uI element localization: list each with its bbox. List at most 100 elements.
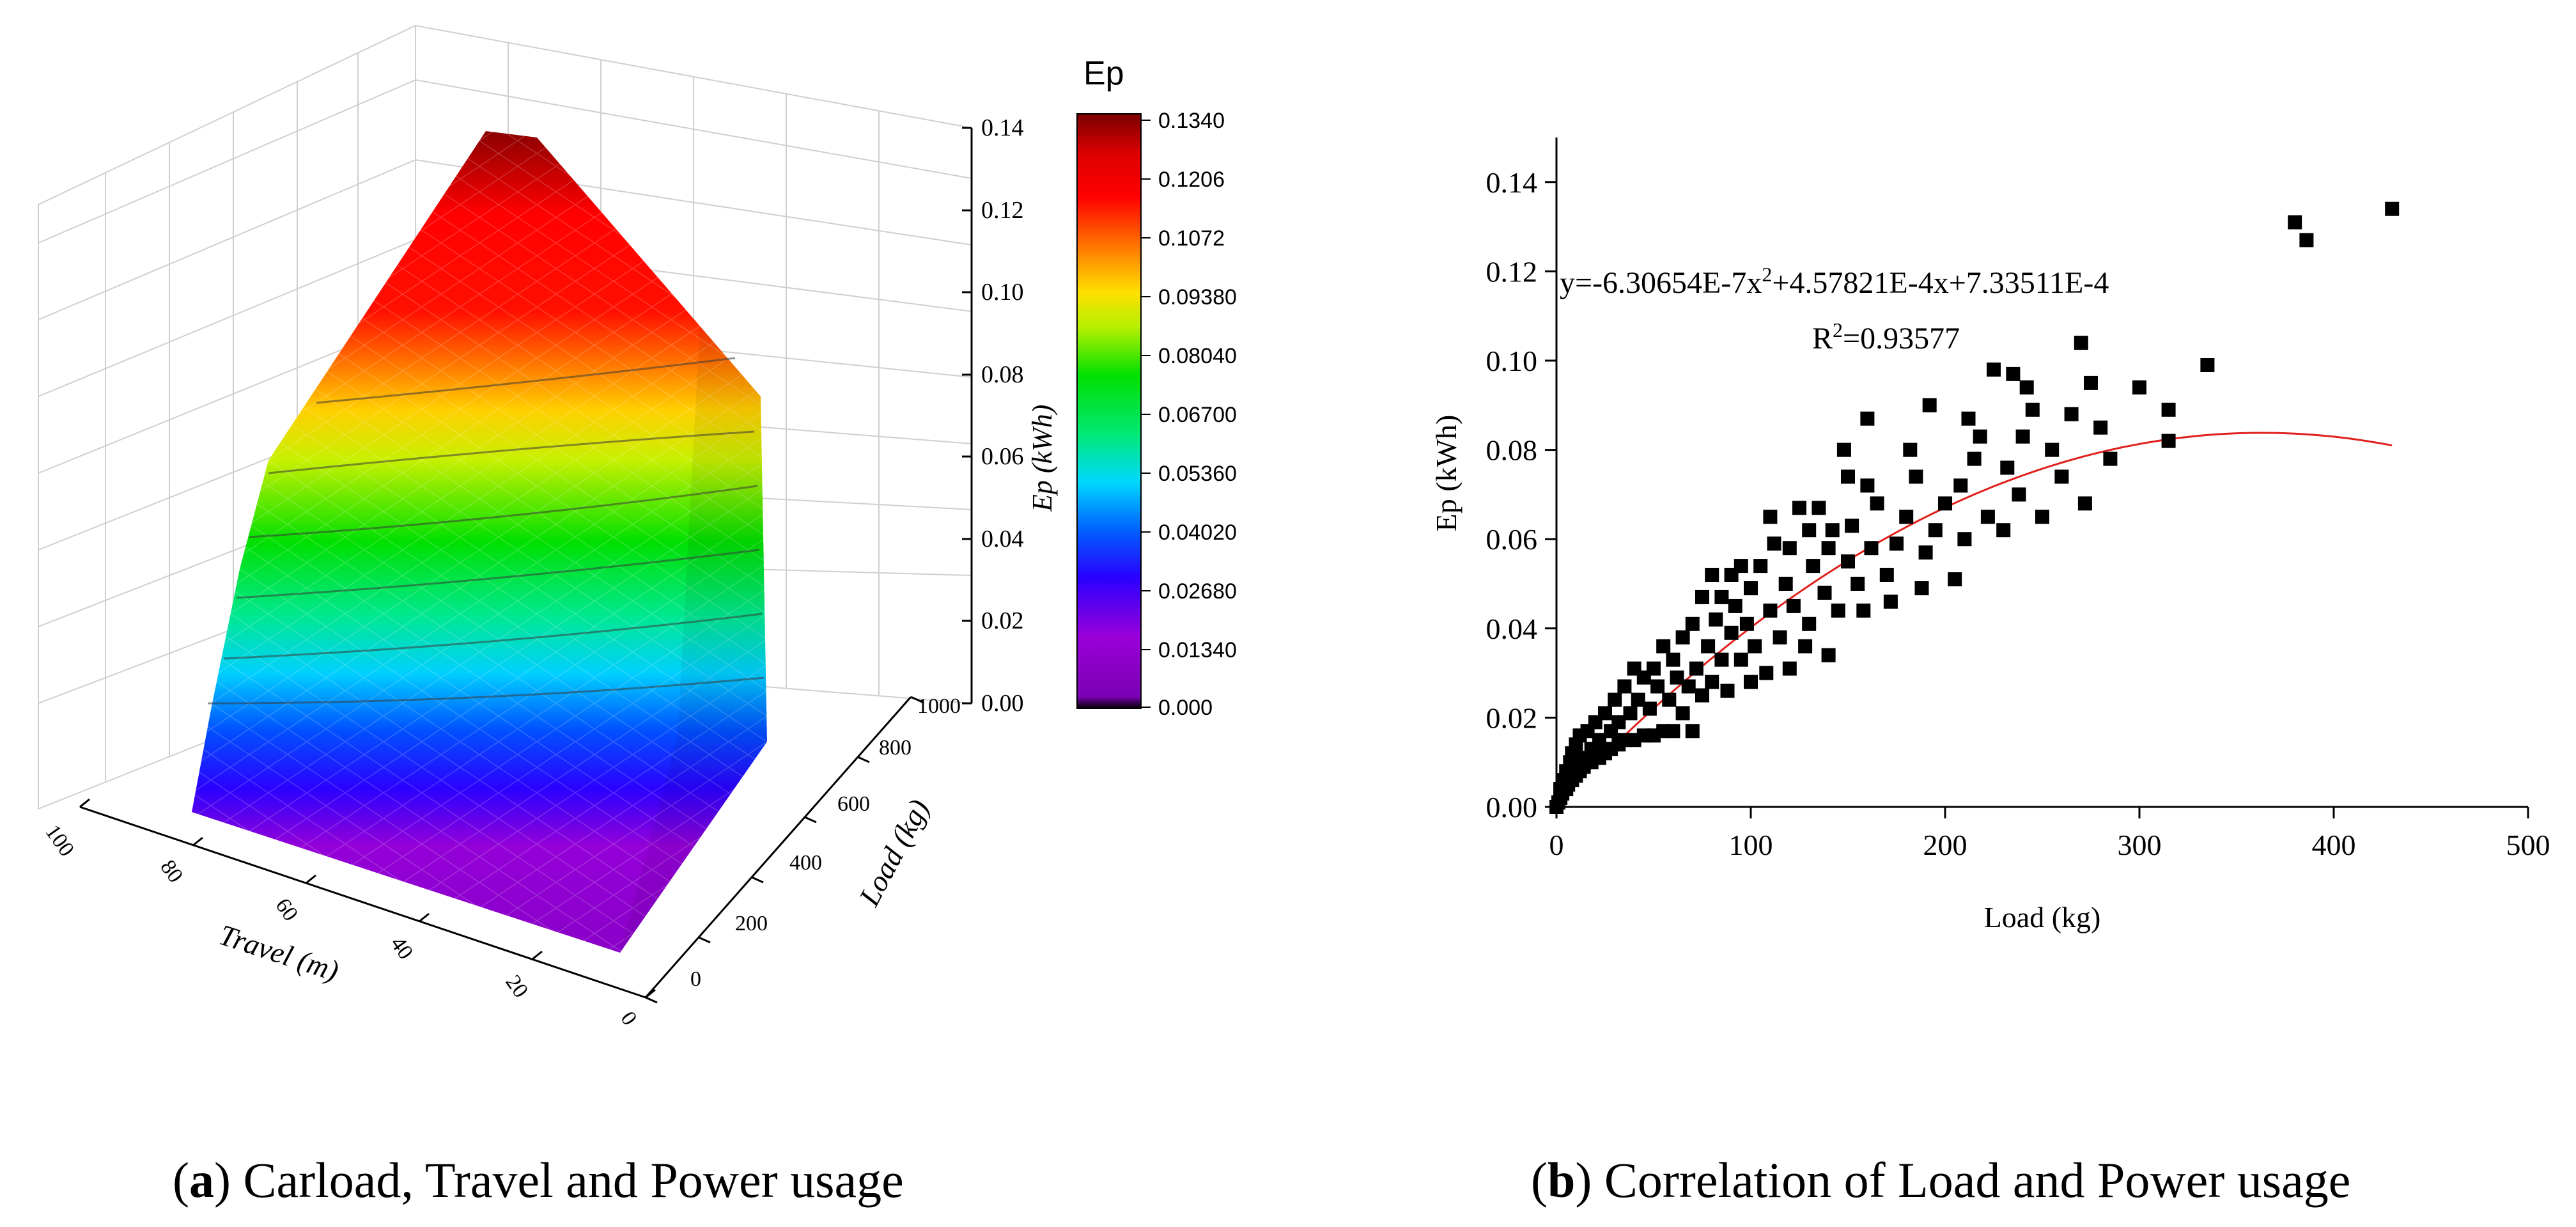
data-point: [2035, 510, 2049, 524]
data-point: [1845, 519, 1859, 533]
data-point: [1763, 603, 1778, 618]
load-tick-0: 0: [690, 967, 701, 991]
load-axis-ticks: [645, 696, 923, 1004]
data-point: [1650, 679, 1665, 694]
y-tick-label: 0.14: [1486, 166, 1538, 199]
data-point: [1689, 661, 1703, 676]
colorbar-tick: 0.1340: [1158, 109, 1225, 133]
x-tick-label: 100: [1729, 829, 1773, 861]
x-tick-label: 200: [1923, 829, 1967, 861]
data-point: [1806, 559, 1820, 574]
travel-tick-80: 80: [155, 856, 187, 887]
data-point: [2054, 469, 2069, 484]
panel-a-surface-plot: 100 80 60 40 20 0 Travel (m) 0 200 400 6…: [38, 24, 1237, 1030]
data-point: [1681, 679, 1696, 694]
data-point: [1720, 684, 1735, 698]
data-point: [2103, 451, 2118, 466]
y-tick-label: 0.00: [1486, 791, 1538, 824]
data-point: [1739, 616, 1754, 631]
travel-tick-40: 40: [385, 932, 417, 964]
data-point: [1856, 603, 1871, 618]
colorbar-tick: 0.1206: [1158, 168, 1225, 192]
data-point: [1685, 616, 1700, 631]
data-point: [1728, 598, 1742, 613]
ep-tick-0.08: 0.08: [981, 361, 1024, 388]
data-point: [1889, 536, 1904, 551]
3d-floor-axes: [79, 128, 973, 999]
data-point: [2006, 366, 2021, 381]
ep-tick-labels: 0.00 0.02 0.04 0.06 0.08 0.10 0.12 0.14: [981, 114, 1024, 717]
ep-axis-ticks: [962, 127, 972, 705]
data-point: [1980, 510, 1995, 524]
data-point: [1714, 652, 1729, 667]
x-tick-label: 400: [2312, 829, 2356, 861]
regression-equation: y=-6.30654E-7x2+4.57821E-4x+7.33511E-4: [1560, 263, 2109, 300]
travel-axis-label: Travel (m): [215, 918, 343, 987]
data-point: [1864, 541, 1879, 556]
data-point: [1860, 478, 1875, 493]
travel-tick-20: 20: [500, 971, 532, 1002]
data-point: [2077, 496, 2092, 511]
surface-shape: [192, 131, 767, 953]
ep-tick-0.14: 0.14: [981, 114, 1024, 141]
load-tick-800: 800: [879, 736, 912, 760]
colorbar-tick: 0.08040: [1158, 344, 1237, 368]
data-point: [1748, 639, 1762, 653]
x-tick-label: 300: [2118, 829, 2162, 861]
data-point: [1928, 523, 1943, 538]
data-point: [1695, 688, 1709, 703]
data-point: [1918, 545, 1933, 560]
data-point: [2288, 215, 2302, 230]
data-point: [1705, 568, 1719, 582]
y-tick-label: 0.02: [1486, 701, 1538, 734]
data-point: [1695, 590, 1709, 604]
colorbar-gradient: [1076, 113, 1142, 709]
data-point: [1623, 706, 1638, 721]
data-point: [1817, 586, 1832, 600]
fit-curve: [1555, 432, 2393, 804]
y-axis-label: Ep (kWh): [1430, 415, 1463, 532]
y-tick-label: 0.12: [1486, 255, 1538, 288]
data-point: [1608, 692, 1622, 707]
load-tick-1000: 1000: [917, 694, 961, 718]
data-point: [1825, 523, 1840, 538]
y-axis-ticks: 0.00 0.02 0.04 0.06 0.08 0.10 0.12 0.14: [1486, 166, 1556, 824]
data-point: [1592, 733, 1606, 747]
data-point: [1744, 581, 1758, 595]
data-point: [1792, 501, 1806, 515]
data-point: [1841, 469, 1855, 484]
captions: (a) Carload, Travel and Power usage (b) …: [173, 1152, 2350, 1208]
data-point: [1967, 451, 1982, 466]
colorbar-tick: 0.000: [1158, 696, 1213, 720]
data-point: [1734, 559, 1748, 574]
data-point: [1802, 616, 1817, 631]
data-point: [2025, 402, 2040, 417]
data-point: [2000, 460, 2015, 475]
data-point: [1831, 603, 1845, 618]
ep-tick-0.00: 0.00: [981, 690, 1024, 717]
scatter-axes: [1555, 137, 2528, 808]
data-point: [1903, 442, 1918, 457]
data-point: [1642, 701, 1657, 716]
data-point: [1753, 559, 1768, 574]
colorbar: Ep 0.1340 0.1206 0.1072 0.09380 0: [1076, 55, 1237, 720]
data-points: [1549, 201, 2400, 814]
data-point: [1836, 442, 1851, 457]
data-point: [1996, 523, 2011, 538]
x-axis-ticks: 0 100 200 300 400 500: [1549, 807, 2550, 861]
data-point: [2132, 380, 2146, 395]
data-point: [1666, 652, 1680, 667]
data-point: [2200, 358, 2215, 372]
data-point: [1670, 670, 1684, 685]
load-tick-200: 200: [735, 912, 768, 935]
data-point: [1821, 541, 1836, 556]
data-point: [1899, 510, 1914, 524]
data-point: [2161, 434, 2176, 448]
y-tick-label: 0.08: [1486, 434, 1538, 467]
data-point: [2012, 487, 2026, 502]
data-point: [1744, 675, 1758, 689]
data-point: [2161, 402, 2176, 417]
data-point: [1714, 590, 1729, 604]
data-point: [1883, 594, 1898, 609]
